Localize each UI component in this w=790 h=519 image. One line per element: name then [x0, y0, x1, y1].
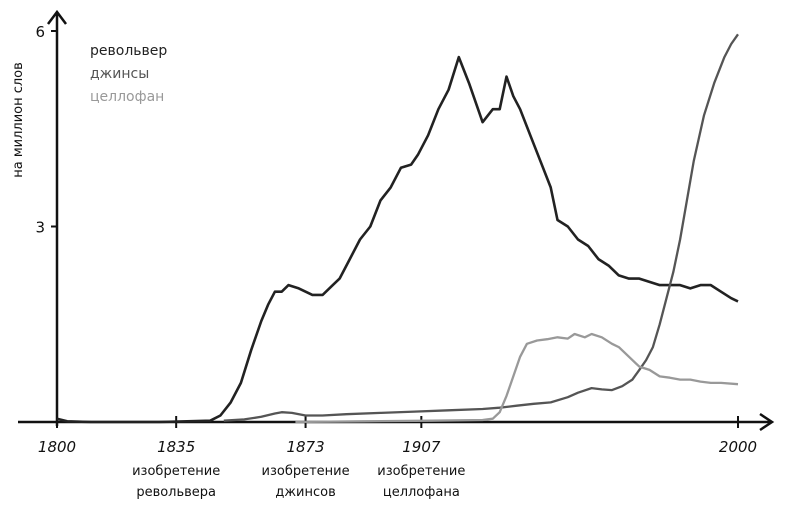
x-tick-label: 1800 — [38, 438, 76, 456]
x-annotation-line1: изобретение — [132, 464, 220, 479]
y-axis — [47, 9, 67, 426]
series-line-1 — [56, 55, 739, 424]
x-tick-label: 2000 — [719, 438, 757, 456]
y-axis-label: на миллион слов — [11, 62, 26, 178]
x-annotation-line2: револьвера — [136, 485, 216, 500]
legend-entry-1: револьвер — [90, 43, 167, 59]
x-annotation-line1: изобретение — [377, 464, 465, 479]
x-tick-label: 1907 — [402, 438, 441, 456]
x-annotation-line1: изобретение — [262, 464, 350, 479]
x-tick-label: 1873 — [286, 438, 324, 456]
y-tick-label: 3 — [35, 219, 45, 237]
series-line-2 — [223, 33, 739, 422]
x-tick-label: 1835 — [157, 438, 195, 456]
x-annotation-line2: джинсов — [275, 485, 335, 500]
x-annotation-line2: целлофана — [383, 485, 460, 500]
legend-entry-2: джинсы — [90, 66, 149, 82]
series-line-3 — [295, 332, 739, 424]
legend-entry-3: целлофан — [90, 89, 164, 105]
y-tick-label: 6 — [35, 23, 45, 41]
